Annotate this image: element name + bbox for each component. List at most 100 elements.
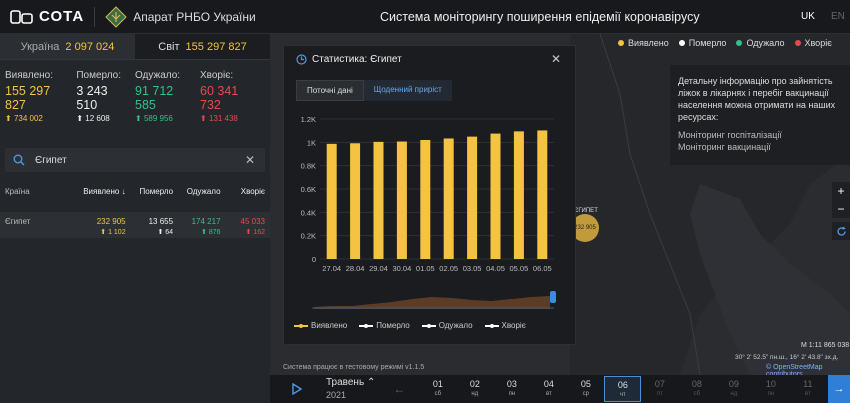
lang-en[interactable]: EN — [831, 11, 845, 22]
mleg-sick[interactable]: Хворіє — [484, 321, 526, 330]
stat-delta-value: 131 438 — [208, 114, 238, 123]
row-died-delta: ⬆ 64 — [157, 229, 174, 236]
mleg-died[interactable]: Померло — [359, 321, 410, 330]
line-swatch-icon — [484, 323, 499, 328]
clear-icon[interactable]: ✕ — [244, 153, 255, 167]
bar[interactable] — [396, 141, 407, 259]
day-05[interactable]: 05 ср — [567, 376, 604, 402]
stat-label: Виявлено: — [5, 70, 54, 81]
next-button[interactable]: → — [828, 375, 850, 403]
mleg-detected[interactable]: Виявлено — [294, 321, 347, 330]
line-swatch-icon — [294, 323, 308, 328]
y-tick-label: 0 — [312, 255, 316, 264]
logo-icon — [10, 9, 33, 24]
legend-label: Одужало — [746, 37, 785, 48]
stats-modal: Статистика: Єгипет ✕ Поточні дані Щоденн… — [283, 45, 576, 345]
dot-icon — [736, 39, 743, 46]
legend-recovered[interactable]: Одужало — [736, 37, 785, 48]
col-sick[interactable]: Хворіє — [240, 186, 265, 196]
day-number: 07 — [654, 379, 665, 389]
bar[interactable] — [420, 140, 431, 259]
col-detected[interactable]: Виявлено ↓ — [83, 186, 126, 196]
marker-label: ЄГИПЕТ — [574, 208, 598, 214]
col-recovered[interactable]: Одужало — [186, 186, 221, 196]
table-header: Країна Виявлено ↓ Померло Одужало Хворіє — [0, 184, 270, 198]
col-country[interactable]: Країна — [5, 186, 30, 196]
bar[interactable] — [490, 133, 501, 259]
table-row[interactable]: Єгипет 232 905 ⬆ 1 102 13 655 ⬆ 64 174 2… — [0, 212, 270, 238]
chart-yticks: 0 0.2K 0.4K 0.6K 0.8K 1K 1.2K — [301, 115, 316, 264]
day-09[interactable]: 09 нд — [715, 376, 752, 402]
tab-world[interactable]: Світ 155 297 827 — [135, 34, 270, 59]
info-panel: Детальну інформацію про зайнятість ліжок… — [670, 65, 850, 165]
day-02[interactable]: 02 нд — [456, 376, 493, 402]
tab-ukraine[interactable]: Україна 2 097 024 — [0, 34, 135, 59]
bar[interactable] — [513, 131, 524, 259]
stat-sick: Хворіє: 60 341 732 ⬆ 131 438 — [200, 70, 257, 140]
chevron-up-icon: ⌃ — [366, 377, 376, 388]
day-01[interactable]: 01 сб — [419, 376, 456, 402]
rnbo-emblem-icon — [105, 5, 127, 28]
legend-sick[interactable]: Хворіє — [794, 38, 832, 48]
lang-uk[interactable]: UK — [801, 11, 815, 22]
test-mode-note: Система працює в тестовому режимі v1.1.5 — [283, 364, 425, 371]
weekday: сб — [693, 391, 701, 397]
x-tick-label: 06.05 — [533, 264, 552, 273]
link-vaccination[interactable]: Моніторинг вакцинації — [678, 142, 771, 152]
row-sick-delta: ⬆ 162 — [245, 229, 266, 236]
zoom-in-button[interactable]: + — [832, 182, 850, 200]
modal-legend: Виявлено Померло Одужало Хворіє — [294, 321, 538, 330]
y-tick-label: 0.6K — [301, 185, 316, 194]
bar[interactable] — [326, 143, 337, 259]
day-08[interactable]: 08 сб — [678, 376, 715, 402]
chart-bars — [326, 130, 548, 259]
play-button[interactable] — [286, 375, 308, 403]
weekday: ср — [582, 391, 590, 397]
legend-died[interactable]: Померло — [678, 37, 727, 48]
tab-daily[interactable]: Щоденний приріст — [363, 80, 452, 101]
bar[interactable] — [443, 138, 454, 259]
row-died-delta-value: 64 — [165, 229, 174, 236]
col-died[interactable]: Померло — [139, 186, 174, 196]
play-icon — [292, 383, 302, 395]
osm-link[interactable]: © OpenStreetMap contributors — [766, 364, 823, 378]
mleg-label: Одужало — [438, 321, 473, 330]
legend-detected[interactable]: Виявлено — [618, 38, 669, 48]
day-03[interactable]: 03 пн — [493, 376, 530, 402]
day-10[interactable]: 10 пн — [752, 376, 789, 402]
day-number: 08 — [691, 379, 702, 389]
day-06[interactable]: 06 чт — [604, 376, 642, 402]
bar[interactable] — [537, 130, 548, 259]
day-07[interactable]: 07 пт — [641, 376, 678, 402]
search-input[interactable] — [35, 154, 225, 166]
y-tick-label: 0.4K — [301, 208, 316, 217]
world-label: Світ — [158, 40, 180, 53]
mleg-recovered[interactable]: Одужало — [421, 321, 473, 330]
bar[interactable] — [373, 141, 384, 259]
day-11[interactable]: 11 вт — [789, 376, 826, 402]
zoom-out-button[interactable]: − — [832, 200, 850, 218]
sota-logo[interactable]: СОТА — [10, 8, 84, 25]
row-died-value: 13 655 — [148, 217, 174, 226]
reset-view-button[interactable] — [832, 222, 850, 240]
bar[interactable] — [467, 136, 478, 259]
close-icon[interactable]: ✕ — [550, 52, 561, 66]
prev-arrow-icon[interactable]: ← — [393, 382, 406, 396]
link-hospitalization[interactable]: Моніторинг госпіталізації — [678, 130, 782, 140]
legend-label: Померло — [688, 37, 727, 48]
stat-value: 155 297 827 — [5, 84, 51, 112]
x-tick-label: 27.04 — [322, 264, 341, 273]
map-legend: Виявлено Померло Одужало Хворіє — [618, 34, 850, 51]
day-number: 05 — [580, 379, 591, 389]
day-04[interactable]: 04 вт — [530, 376, 567, 402]
stat-delta: ⬆ 131 438 — [200, 114, 238, 123]
line-swatch-icon — [359, 323, 374, 328]
country-search: ✕ — [5, 148, 265, 172]
range-handle[interactable] — [550, 291, 556, 303]
bar[interactable] — [350, 143, 361, 259]
y-tick-label: 0.8K — [301, 162, 316, 171]
clock-icon — [296, 53, 307, 65]
month-selector[interactable]: Травень ⌃ 2021 — [326, 377, 375, 401]
world-value: 155 297 827 — [185, 40, 247, 53]
tab-current[interactable]: Поточні дані — [296, 80, 364, 101]
